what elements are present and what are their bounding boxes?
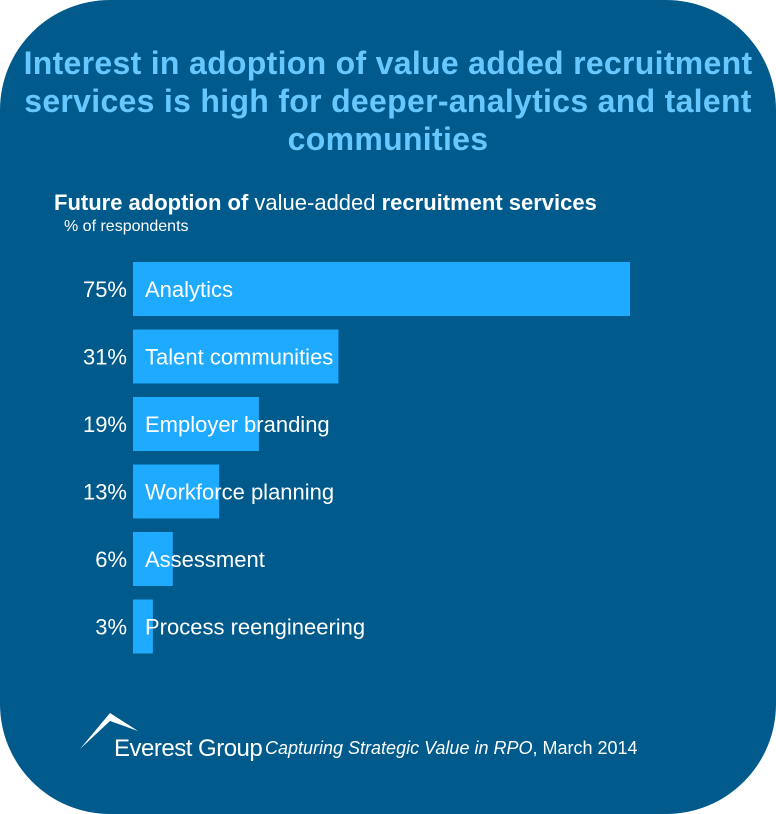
bar-process-reengineering: [133, 599, 153, 654]
chart-title-part: Future adoption of: [54, 190, 249, 215]
category-label: Employer branding: [145, 412, 330, 437]
source-title: Capturing Strategic Value in RPO: [265, 738, 533, 758]
value-label: 75%: [83, 277, 127, 302]
chart-title-part: value-added: [248, 190, 382, 215]
source-citation: Capturing Strategic Value in RPO, March …: [265, 738, 638, 759]
category-label: Assessment: [145, 547, 265, 572]
source-date: , March 2014: [532, 738, 638, 758]
headline: Interest in adoption of value added recr…: [23, 45, 753, 157]
category-label: Talent communities: [145, 345, 333, 370]
unit-label: % of respondents: [64, 218, 189, 235]
value-label: 31%: [83, 345, 127, 370]
everest-mountain-logo-icon: [80, 713, 138, 749]
bar-talent-communities: [133, 329, 339, 384]
category-label: Process reengineering: [145, 615, 365, 640]
chart-title: Future adoption of value-added recruitme…: [54, 190, 597, 216]
value-label: 3%: [95, 615, 127, 640]
footer: Everest Group Capturing Strategic Value …: [0, 705, 776, 765]
logo-text: Everest Group: [114, 735, 263, 762]
bar-employer-branding: [133, 397, 259, 451]
category-label: Workforce planning: [145, 480, 334, 505]
value-label: 13%: [83, 480, 127, 505]
bar-workforce-planning: [133, 464, 220, 519]
bar-assessment: [133, 532, 173, 586]
chart-title-part: recruitment services: [381, 190, 597, 215]
value-label: 19%: [83, 412, 127, 437]
bar-analytics: [133, 262, 630, 316]
category-label: Analytics: [145, 277, 233, 302]
value-label: 6%: [95, 547, 127, 572]
